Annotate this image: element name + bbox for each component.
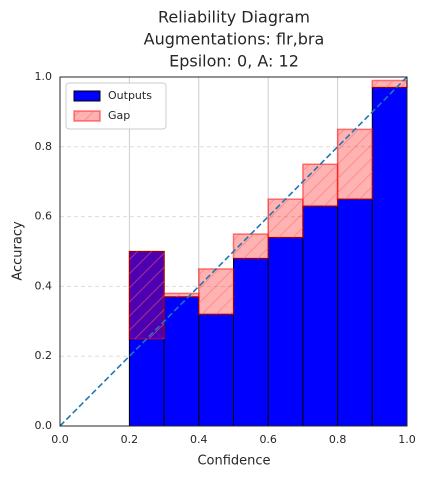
legend-swatch	[73, 90, 101, 102]
chart-title: Epsilon: 0, A: 12	[169, 52, 299, 71]
legend-label: Gap	[108, 109, 130, 122]
gap-hatch	[129, 251, 165, 339]
x-tick-label: 0.0	[51, 433, 69, 446]
gap-hatch	[198, 268, 234, 315]
bar	[198, 313, 235, 427]
x-tick-label: 0.8	[329, 433, 347, 446]
x-tick-label: 0.2	[121, 433, 139, 446]
y-tick-label: 0.4	[35, 279, 53, 292]
y-tick-label: 1.0	[35, 70, 53, 83]
gap-hatch	[337, 129, 373, 200]
bar	[337, 198, 373, 427]
diagonal	[59, 76, 408, 427]
bar	[302, 205, 339, 427]
gap-hatch	[302, 164, 338, 207]
gap-hatch	[164, 293, 199, 297]
bar	[267, 237, 304, 427]
y-tick-label: 0.6	[35, 210, 53, 223]
chart-title: Reliability Diagram	[158, 8, 310, 27]
x-tick-label: 0.4	[190, 433, 208, 446]
bar	[371, 86, 408, 427]
x-tick-label: 1.0	[398, 433, 416, 446]
gap-hatch	[268, 199, 303, 238]
x-tick-label: 0.6	[259, 433, 277, 446]
plot-frame	[59, 76, 408, 427]
x-axis-label: Confidence	[197, 454, 270, 469]
legend-label: Outputs	[108, 89, 152, 102]
legend-hatch	[74, 111, 100, 121]
y-tick-label: 0.8	[35, 140, 53, 153]
y-axis-label: Accuracy	[11, 221, 26, 281]
y-tick-label: 0.0	[35, 419, 53, 432]
bar	[163, 296, 200, 427]
bar	[233, 257, 269, 427]
y-tick-label: 0.2	[35, 349, 53, 362]
chart-title: Augmentations: flr,bra	[144, 30, 325, 49]
gap-hatch	[372, 80, 407, 88]
